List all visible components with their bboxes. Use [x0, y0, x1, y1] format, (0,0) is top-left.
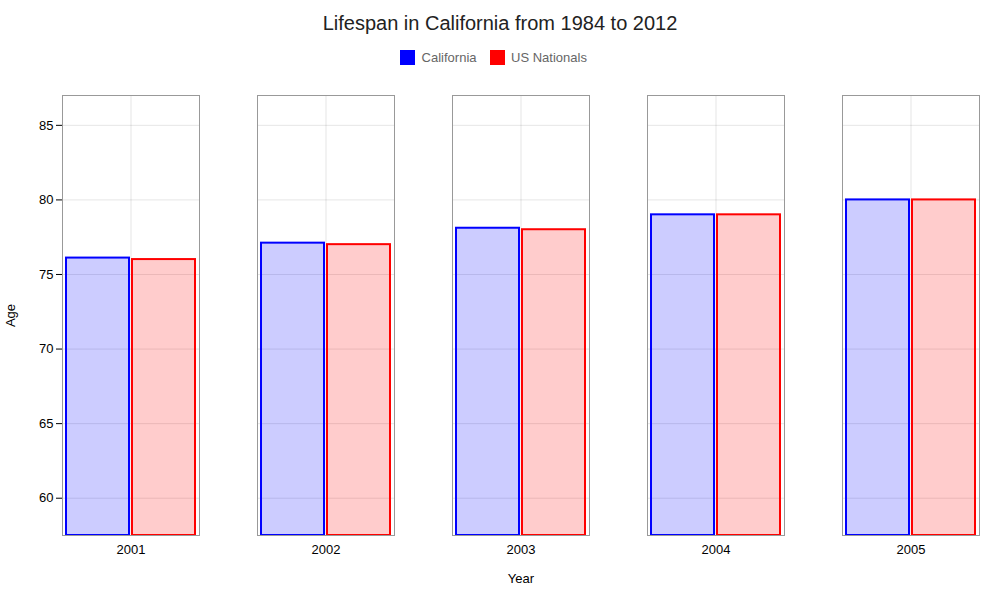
- svg-text:80: 80: [39, 192, 53, 207]
- svg-text:65: 65: [39, 415, 53, 430]
- svg-text:2005: 2005: [897, 541, 926, 556]
- svg-text:85: 85: [39, 117, 53, 132]
- html-text:California: California: [421, 50, 477, 65]
- svg-text:2004: 2004: [702, 541, 731, 556]
- svg-text:75: 75: [39, 266, 53, 281]
- html-text:US Nationals: US Nationals: [511, 50, 587, 65]
- html-text:Lifespan in California from 19: Lifespan in California from 1984 to 2012: [322, 12, 678, 34]
- svg-text:Year: Year: [508, 570, 535, 585]
- svg-text:Age: Age: [3, 303, 18, 326]
- svg-text:2002: 2002: [312, 541, 341, 556]
- svg-text:70: 70: [39, 341, 53, 356]
- svg-text:2003: 2003: [507, 541, 536, 556]
- svg-text:2001: 2001: [117, 541, 146, 556]
- svg-text:60: 60: [39, 490, 53, 505]
